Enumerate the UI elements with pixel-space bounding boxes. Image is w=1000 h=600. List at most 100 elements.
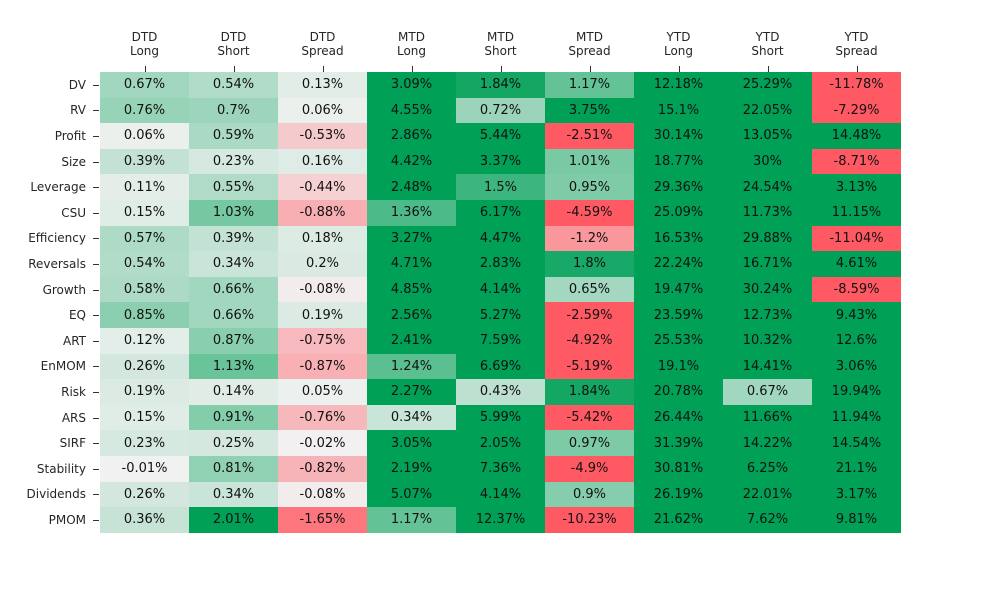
- heatmap-cell: 9.81%: [812, 507, 901, 533]
- heatmap-cell: 12.37%: [456, 507, 545, 533]
- heatmap-cell: -0.76%: [278, 404, 367, 431]
- heatmap-cell: 6.25%: [723, 456, 812, 482]
- heatmap-cell: -5.42%: [545, 404, 634, 431]
- cell-value: 0.14%: [212, 384, 255, 400]
- heatmap-cell: -2.59%: [545, 302, 634, 328]
- row-tick: [93, 187, 99, 189]
- cell-value: 0.54%: [123, 256, 166, 272]
- cell-value: 23.59%: [653, 307, 704, 323]
- row-label: ART: [62, 333, 86, 348]
- cell-value: -11.04%: [829, 230, 884, 246]
- row-tick: [93, 289, 99, 291]
- row-tick: [93, 340, 99, 342]
- heatmap-cell: 16.71%: [723, 251, 812, 277]
- heatmap-cell: 1.03%: [189, 200, 278, 226]
- column-header-leg: Spread: [835, 44, 878, 58]
- column-header-period: DTD: [220, 30, 247, 44]
- cell-value: -11.78%: [829, 77, 884, 93]
- column-tick: [678, 66, 680, 72]
- cell-value: 5.27%: [479, 307, 522, 323]
- cell-value: 29.88%: [742, 230, 793, 246]
- cell-value: 0.66%: [212, 307, 255, 323]
- cell-value: 3.09%: [390, 77, 433, 93]
- row-tick: [93, 161, 99, 163]
- cell-value: 26.44%: [653, 410, 704, 426]
- column-header-period: YTD: [666, 30, 691, 44]
- cell-value: -0.87%: [299, 358, 346, 374]
- cell-value: 1.84%: [479, 77, 522, 93]
- cell-value: -1.65%: [299, 512, 346, 528]
- column-header-leg: Short: [484, 44, 517, 58]
- column-header-period: MTD: [576, 30, 603, 44]
- heatmap-cell: 30.81%: [634, 456, 723, 482]
- heatmap-cell: 11.66%: [723, 404, 812, 431]
- heatmap-cell: 1.13%: [189, 353, 278, 380]
- column-header-leg: Short: [217, 44, 250, 58]
- heatmap-cell: 4.42%: [367, 148, 456, 175]
- cell-value: 24.54%: [742, 179, 793, 195]
- cell-value: 0.18%: [301, 230, 344, 246]
- cell-value: 2.56%: [390, 307, 433, 323]
- heatmap-cell: 0.54%: [100, 251, 189, 277]
- heatmap-cell: -0.75%: [278, 328, 367, 354]
- row-label: Stability: [36, 461, 86, 476]
- cell-value: 0.76%: [123, 102, 166, 118]
- cell-value: 0.85%: [123, 307, 166, 323]
- heatmap-cell: 0.18%: [278, 225, 367, 252]
- heatmap-cell: 15.1%: [634, 97, 723, 124]
- cell-value: -0.01%: [121, 461, 168, 477]
- heatmap-cell: 3.17%: [812, 481, 901, 508]
- heatmap-cell: 1.17%: [545, 72, 634, 98]
- heatmap-cell: 4.14%: [456, 481, 545, 508]
- heatmap-cell: 0.25%: [189, 430, 278, 456]
- row-tick: [93, 494, 99, 496]
- heatmap-cell: 3.75%: [545, 97, 634, 124]
- row-label: SIRF: [59, 436, 86, 451]
- heatmap-cell: 2.48%: [367, 174, 456, 200]
- cell-value: 0.72%: [479, 102, 522, 118]
- cell-value: 4.61%: [835, 256, 878, 272]
- cell-value: 0.23%: [212, 154, 255, 170]
- row-tick: [93, 212, 99, 214]
- cell-value: -0.88%: [299, 205, 346, 221]
- column-header: DTD Short: [189, 30, 278, 58]
- column-header: YTD Spread: [812, 30, 901, 58]
- heatmap-cell: 0.55%: [189, 174, 278, 200]
- heatmap-cell: 0.23%: [100, 430, 189, 456]
- cell-value: 0.65%: [568, 282, 611, 298]
- heatmap-cell: 7.36%: [456, 456, 545, 482]
- cell-value: 0.7%: [216, 102, 251, 118]
- cell-value: 12.18%: [653, 77, 704, 93]
- heatmap-cell: 1.8%: [545, 251, 634, 277]
- column-header-leg: Long: [396, 44, 427, 58]
- cell-value: 1.01%: [568, 154, 611, 170]
- heatmap-cell: 14.54%: [812, 430, 901, 456]
- row-tick: [93, 366, 99, 368]
- cell-value: 11.15%: [831, 205, 882, 221]
- heatmap-cell: 0.16%: [278, 148, 367, 175]
- heatmap-cell: -4.92%: [545, 328, 634, 354]
- cell-value: 0.55%: [212, 179, 255, 195]
- cell-value: 19.1%: [657, 358, 700, 374]
- cell-value: 0.67%: [123, 77, 166, 93]
- cell-value: 0.95%: [568, 179, 611, 195]
- cell-value: 5.07%: [390, 486, 433, 502]
- cell-value: 12.6%: [835, 333, 878, 349]
- heatmap-cell: -0.08%: [278, 276, 367, 303]
- cell-value: 30.24%: [742, 282, 793, 298]
- heatmap-cell: 0.97%: [545, 430, 634, 456]
- column-header-leg: Spread: [301, 44, 344, 58]
- cell-value: 1.03%: [212, 205, 255, 221]
- cell-value: -10.23%: [562, 512, 617, 528]
- row-label: ARS: [61, 410, 86, 425]
- heatmap-cell: 0.34%: [189, 251, 278, 277]
- heatmap-cell: 0.15%: [100, 404, 189, 431]
- row-tick: [93, 264, 99, 265]
- cell-value: 14.22%: [742, 435, 793, 451]
- row-label: EQ: [68, 308, 86, 323]
- heatmap-cell: 0.72%: [456, 97, 545, 124]
- heatmap-cell: 29.88%: [723, 225, 812, 252]
- heatmap-cell: 30.14%: [634, 123, 723, 149]
- cell-value: 2.27%: [390, 384, 433, 400]
- column-tick: [767, 66, 769, 72]
